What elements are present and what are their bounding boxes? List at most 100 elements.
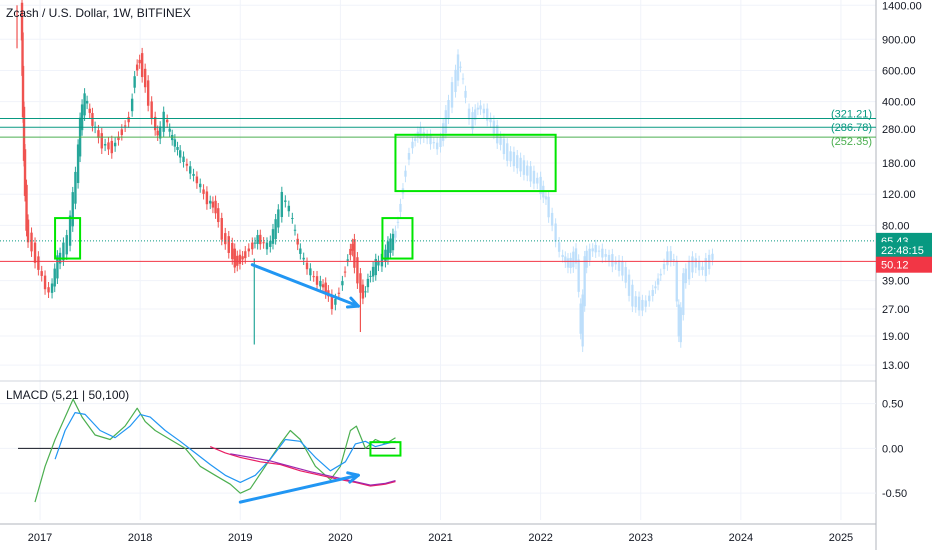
price-candle <box>91 113 94 126</box>
price-candle <box>217 208 220 223</box>
price-tick-label: 280.00 <box>882 124 916 136</box>
price-candle <box>182 156 185 163</box>
price-candle <box>253 242 257 244</box>
indicator-tick-label: 0.00 <box>882 443 903 455</box>
projection-candle <box>544 196 548 200</box>
price-candle <box>20 2 24 41</box>
projection-candle <box>648 295 651 302</box>
projection-candle <box>624 267 627 283</box>
price-candle <box>22 106 26 161</box>
indicator-highlight-box <box>369 441 402 457</box>
price-candle <box>62 242 65 261</box>
projection-candle <box>669 251 672 261</box>
price-candle <box>280 191 284 218</box>
projection-candle <box>435 142 439 150</box>
highlight-box <box>394 133 557 193</box>
price-candle <box>353 239 356 268</box>
projection-candle <box>439 137 442 147</box>
projection-candle <box>581 294 584 347</box>
projection-candle <box>654 286 657 289</box>
price-candle <box>173 139 177 147</box>
projection-candle <box>464 90 467 98</box>
projection-candle <box>707 254 711 270</box>
projection-candle <box>474 109 477 120</box>
price-candle <box>138 59 141 64</box>
price-badge-label: 50.12 <box>881 260 909 272</box>
price-candle <box>135 64 139 71</box>
price-candle <box>296 238 299 245</box>
price-badge <box>876 256 932 273</box>
projection-candle <box>627 274 631 296</box>
price-candle <box>185 163 189 166</box>
projection-candle <box>611 254 614 267</box>
price-candle <box>241 256 244 260</box>
time-tick-label: 2018 <box>128 532 152 544</box>
price-candle <box>293 229 297 231</box>
indicator-arrow <box>238 473 360 504</box>
indicator-series-1 <box>54 412 396 483</box>
projection-candle <box>482 108 486 114</box>
price-candle <box>238 254 242 264</box>
price-candle <box>277 209 280 228</box>
price-candle <box>265 242 269 250</box>
price-candle <box>189 166 192 174</box>
price-candle <box>192 173 195 176</box>
price-candle <box>162 111 165 132</box>
price-candle <box>209 200 212 204</box>
price-candle <box>305 262 309 270</box>
price-candle <box>23 149 27 196</box>
price-badge <box>876 242 932 259</box>
price-tick-label: 1400.00 <box>882 0 922 12</box>
price-candle <box>269 240 272 247</box>
price-candle <box>133 76 136 88</box>
projection-candle <box>502 138 506 155</box>
projection-candle <box>634 296 637 308</box>
projection-candle <box>516 155 519 169</box>
projection-candle <box>404 170 407 177</box>
price-candle <box>386 241 390 260</box>
projection-candle <box>429 134 432 145</box>
price-candle <box>107 142 110 150</box>
price-candle <box>76 144 80 184</box>
price-candle <box>150 101 153 120</box>
price-candle <box>25 184 28 231</box>
projection-candle <box>512 151 516 167</box>
projection-candle <box>522 160 526 175</box>
projection-candle <box>547 196 550 218</box>
projection-candle <box>574 248 578 264</box>
projection-candle <box>461 78 465 80</box>
time-tick-label: 2019 <box>228 532 252 544</box>
projection-candle <box>471 112 474 130</box>
price-candle <box>205 191 209 205</box>
price-candle <box>130 98 134 112</box>
price-candle <box>85 100 89 104</box>
price-candle <box>312 276 315 278</box>
projection-candle <box>621 261 624 276</box>
price-tick-label: 180.00 <box>882 158 916 170</box>
projection-candle <box>682 273 685 315</box>
price-candle <box>83 93 86 116</box>
projection-candle <box>644 300 647 307</box>
level-label: (321.21) <box>831 109 872 121</box>
price-candle <box>21 32 24 76</box>
price-candle <box>337 292 341 294</box>
projection-candle <box>591 248 594 252</box>
price-candle <box>324 282 327 294</box>
price-tick-label: 13.00 <box>882 360 910 372</box>
price-candle <box>21 65 25 118</box>
price-candle <box>56 255 59 279</box>
price-candle <box>153 116 157 131</box>
projection-candle <box>407 152 411 160</box>
projection-candle <box>554 223 557 242</box>
projection-candle <box>583 256 586 307</box>
projection-candle <box>532 170 536 184</box>
projection-candle <box>499 136 502 145</box>
projection-candle <box>441 123 445 141</box>
projection-candle <box>456 54 460 81</box>
price-candle <box>110 140 113 154</box>
projection-candle <box>641 299 644 311</box>
projection-candle <box>399 203 402 212</box>
price-candle <box>371 266 375 277</box>
projection-candle <box>444 110 448 134</box>
